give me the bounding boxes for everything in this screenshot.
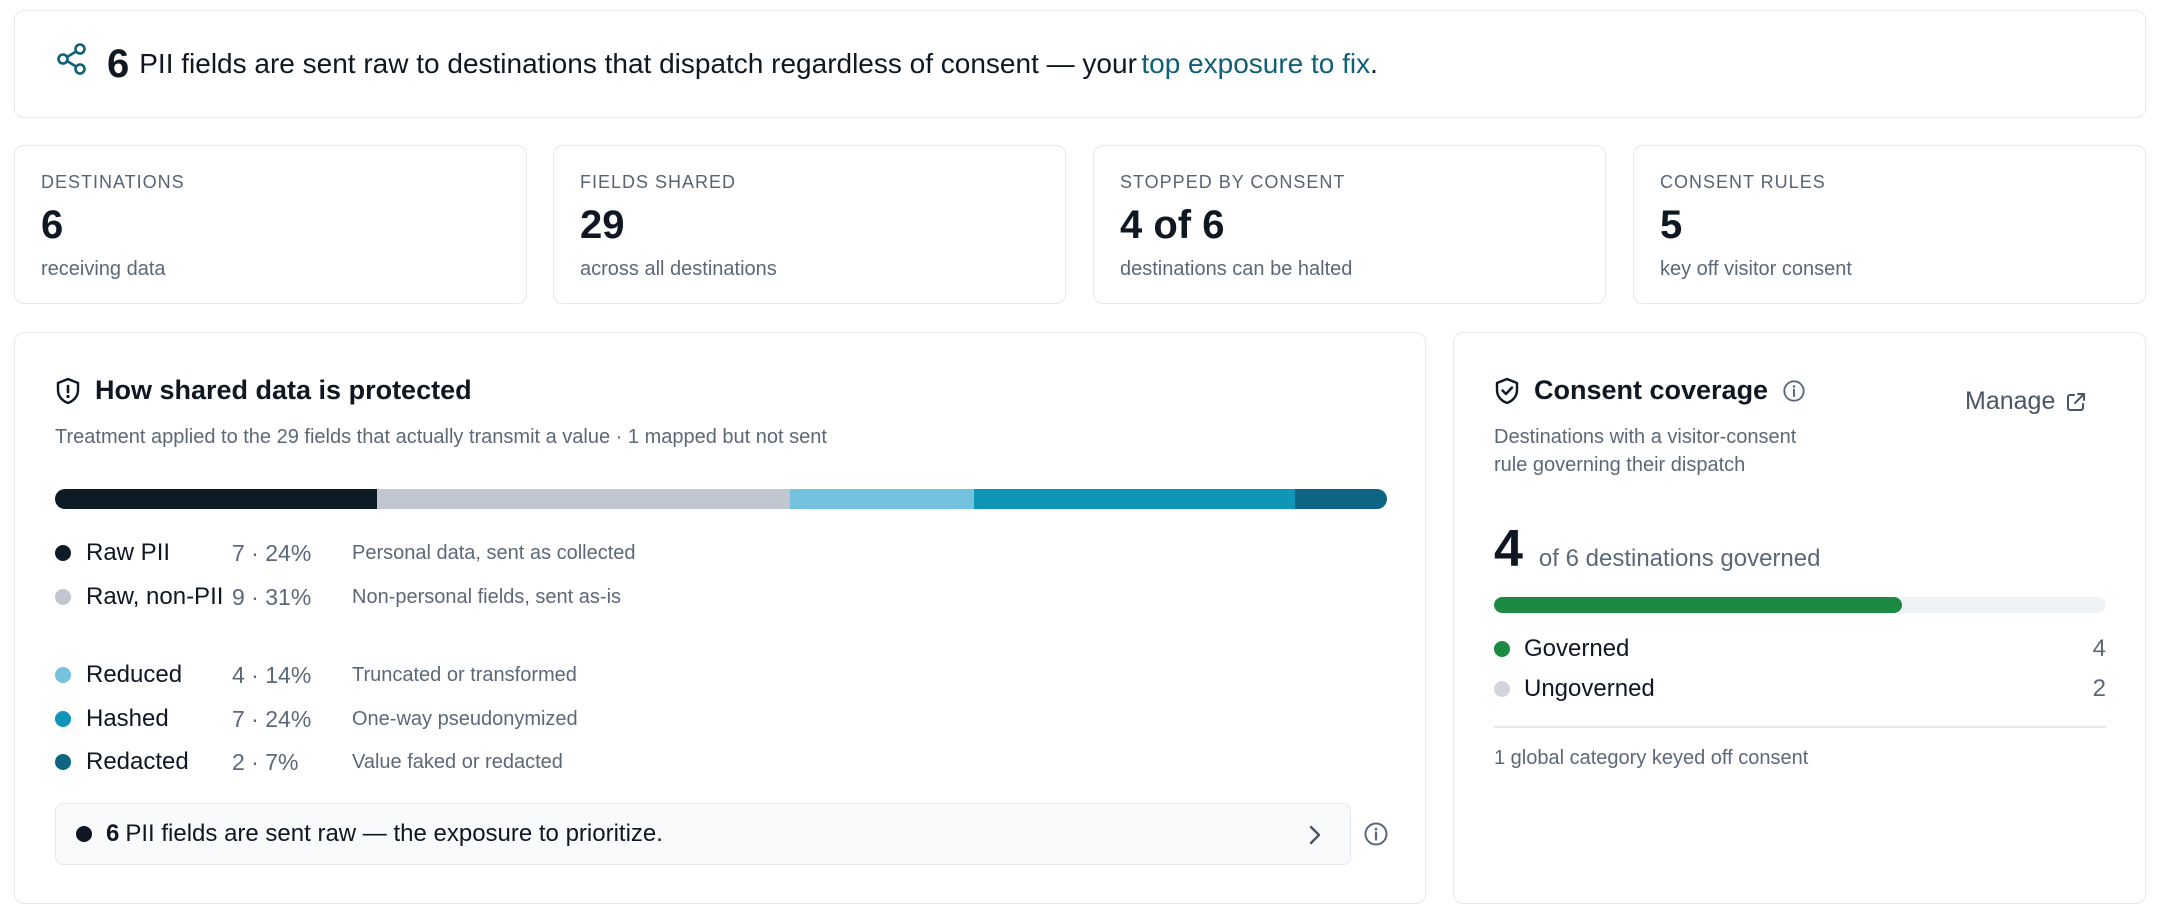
legend-name: Reduced bbox=[86, 661, 183, 688]
treatment-stacked-bar bbox=[55, 489, 1387, 509]
stack-segment bbox=[1295, 489, 1387, 509]
callout-count: 6 bbox=[106, 820, 120, 847]
consent-coverage-card: Consent coverage Manage Destinations wit… bbox=[1453, 332, 2146, 904]
ungoverned-row: Ungoverned 2 bbox=[1494, 675, 2106, 703]
legend-desc: Non-personal fields, sent as-is bbox=[352, 585, 622, 608]
stack-segment bbox=[376, 489, 790, 509]
consent-description-line1: Destinations with a visitor-consent bbox=[1494, 426, 1797, 448]
legend-stat: 9 · 31% bbox=[232, 583, 312, 610]
divider bbox=[1494, 726, 2106, 728]
kpi-value: 29 bbox=[580, 203, 625, 247]
legend-desc: Truncated or transformed bbox=[352, 663, 577, 686]
kpi-value: 4 of 6 bbox=[1120, 203, 1225, 247]
kpi-consent-rules: CONSENT RULES 5 key off visitor consent bbox=[1633, 145, 2146, 304]
external-link-icon bbox=[2067, 392, 2086, 411]
banner-text: PII fields are sent raw to destinations … bbox=[139, 48, 1137, 79]
kpi-stopped-by-consent: STOPPED BY CONSENT 4 of 6 destinations c… bbox=[1093, 145, 1606, 304]
consent-description-line2: rule governing their dispatch bbox=[1494, 454, 1746, 476]
consent-description: Destinations with a visitor-consent rule… bbox=[1494, 423, 1796, 479]
legend-desc: Value faked or redacted bbox=[352, 750, 563, 773]
governed-progress-bar bbox=[1494, 597, 2106, 613]
governed-count: 4 bbox=[1494, 520, 1523, 578]
info-icon[interactable] bbox=[1363, 821, 1389, 847]
shield-alert-icon bbox=[56, 377, 80, 404]
protection-card: How shared data is protected Treatment a… bbox=[14, 332, 1426, 904]
exposure-banner: 6 PII fields are sent raw to destination… bbox=[14, 10, 2146, 118]
kpi-fields-shared: FIELDS SHARED 29 across all destinations bbox=[553, 145, 1066, 304]
legend-stat: 2 · 7% bbox=[232, 748, 299, 775]
kpi-label: DESTINATIONS bbox=[41, 172, 185, 192]
legend-row-raw-non-pii: Raw, non-PII 9 · 31% Non-personal fields… bbox=[55, 581, 621, 613]
legend-stat: 4 · 14% bbox=[232, 661, 312, 688]
chevron-right-icon bbox=[1309, 825, 1321, 845]
consent-footer: 1 global category keyed off consent bbox=[1494, 747, 1809, 769]
governed-dot bbox=[1494, 641, 1510, 657]
legend-dot bbox=[55, 545, 71, 561]
legend-dot bbox=[55, 711, 71, 727]
protection-description: Treatment applied to the 29 fields that … bbox=[55, 426, 827, 448]
legend-desc: Personal data, sent as collected bbox=[352, 541, 636, 564]
legend-name: Raw PII bbox=[86, 539, 171, 566]
kpi-sub: across all destinations bbox=[580, 258, 777, 280]
legend-stat: 7 · 24% bbox=[232, 705, 312, 732]
consent-title: Consent coverage bbox=[1534, 375, 1769, 405]
kpi-sub: receiving data bbox=[41, 258, 166, 280]
share-icon bbox=[57, 43, 86, 75]
governed-summary: 4 of 6 destinations governed bbox=[1494, 519, 1820, 579]
kpi-sub: destinations can be halted bbox=[1120, 258, 1353, 280]
ungoverned-label: Ungoverned bbox=[1524, 675, 1655, 702]
legend-row-hashed: Hashed 7 · 24% One-way pseudonymized bbox=[55, 703, 578, 735]
info-icon[interactable] bbox=[1782, 379, 1806, 403]
legend-row-raw-pii: Raw PII 7 · 24% Personal data, sent as c… bbox=[55, 537, 636, 569]
callout-text: PII fields are sent raw — the exposure t… bbox=[125, 820, 663, 847]
governed-row: Governed 4 bbox=[1494, 635, 2106, 663]
protection-title-row: How shared data is protected bbox=[55, 375, 472, 406]
governed-row-count: 4 bbox=[2092, 635, 2106, 662]
manage-link[interactable]: Manage bbox=[1965, 387, 2087, 416]
kpi-destinations: DESTINATIONS 6 receiving data bbox=[14, 145, 527, 304]
legend-stat: 7 · 24% bbox=[232, 539, 312, 566]
legend-name: Hashed bbox=[86, 705, 169, 732]
legend-name: Raw, non-PII bbox=[86, 583, 224, 610]
manage-label: Manage bbox=[1965, 387, 2056, 415]
kpi-sub: key off visitor consent bbox=[1660, 258, 1852, 280]
banner-period: . bbox=[1370, 48, 1378, 79]
stack-segment bbox=[973, 489, 1296, 509]
ungoverned-row-count: 2 bbox=[2092, 675, 2106, 702]
stack-segment bbox=[55, 489, 377, 509]
kpi-value: 6 bbox=[41, 203, 64, 247]
callout-dot bbox=[76, 826, 92, 842]
governed-progress-fill bbox=[1494, 597, 1903, 613]
raw-pii-callout[interactable]: 6 PII fields are sent raw — the exposure… bbox=[55, 803, 1351, 865]
governed-text: of 6 destinations governed bbox=[1538, 545, 1821, 572]
banner-count: 6 bbox=[107, 41, 130, 86]
ungoverned-dot bbox=[1494, 681, 1510, 697]
protection-title: How shared data is protected bbox=[95, 375, 472, 405]
top-exposure-link[interactable]: top exposure to fix bbox=[1141, 48, 1371, 79]
kpi-label: FIELDS SHARED bbox=[580, 172, 737, 192]
kpi-label: CONSENT RULES bbox=[1660, 172, 1826, 192]
legend-row-reduced: Reduced 4 · 14% Truncated or transformed bbox=[55, 659, 577, 691]
consent-title-row: Consent coverage bbox=[1494, 375, 1820, 406]
shield-check-icon bbox=[1495, 377, 1519, 404]
legend-desc: One-way pseudonymized bbox=[352, 707, 578, 730]
kpi-label: STOPPED BY CONSENT bbox=[1120, 172, 1346, 192]
kpi-value: 5 bbox=[1660, 203, 1683, 247]
legend-name: Redacted bbox=[86, 748, 189, 775]
legend-dot bbox=[55, 754, 71, 770]
stack-segment bbox=[789, 489, 974, 509]
legend-dot bbox=[55, 589, 71, 605]
legend-row-redacted: Redacted 2 · 7% Value faked or redacted bbox=[55, 746, 563, 778]
governed-label: Governed bbox=[1524, 635, 1630, 662]
legend-dot bbox=[55, 667, 71, 683]
